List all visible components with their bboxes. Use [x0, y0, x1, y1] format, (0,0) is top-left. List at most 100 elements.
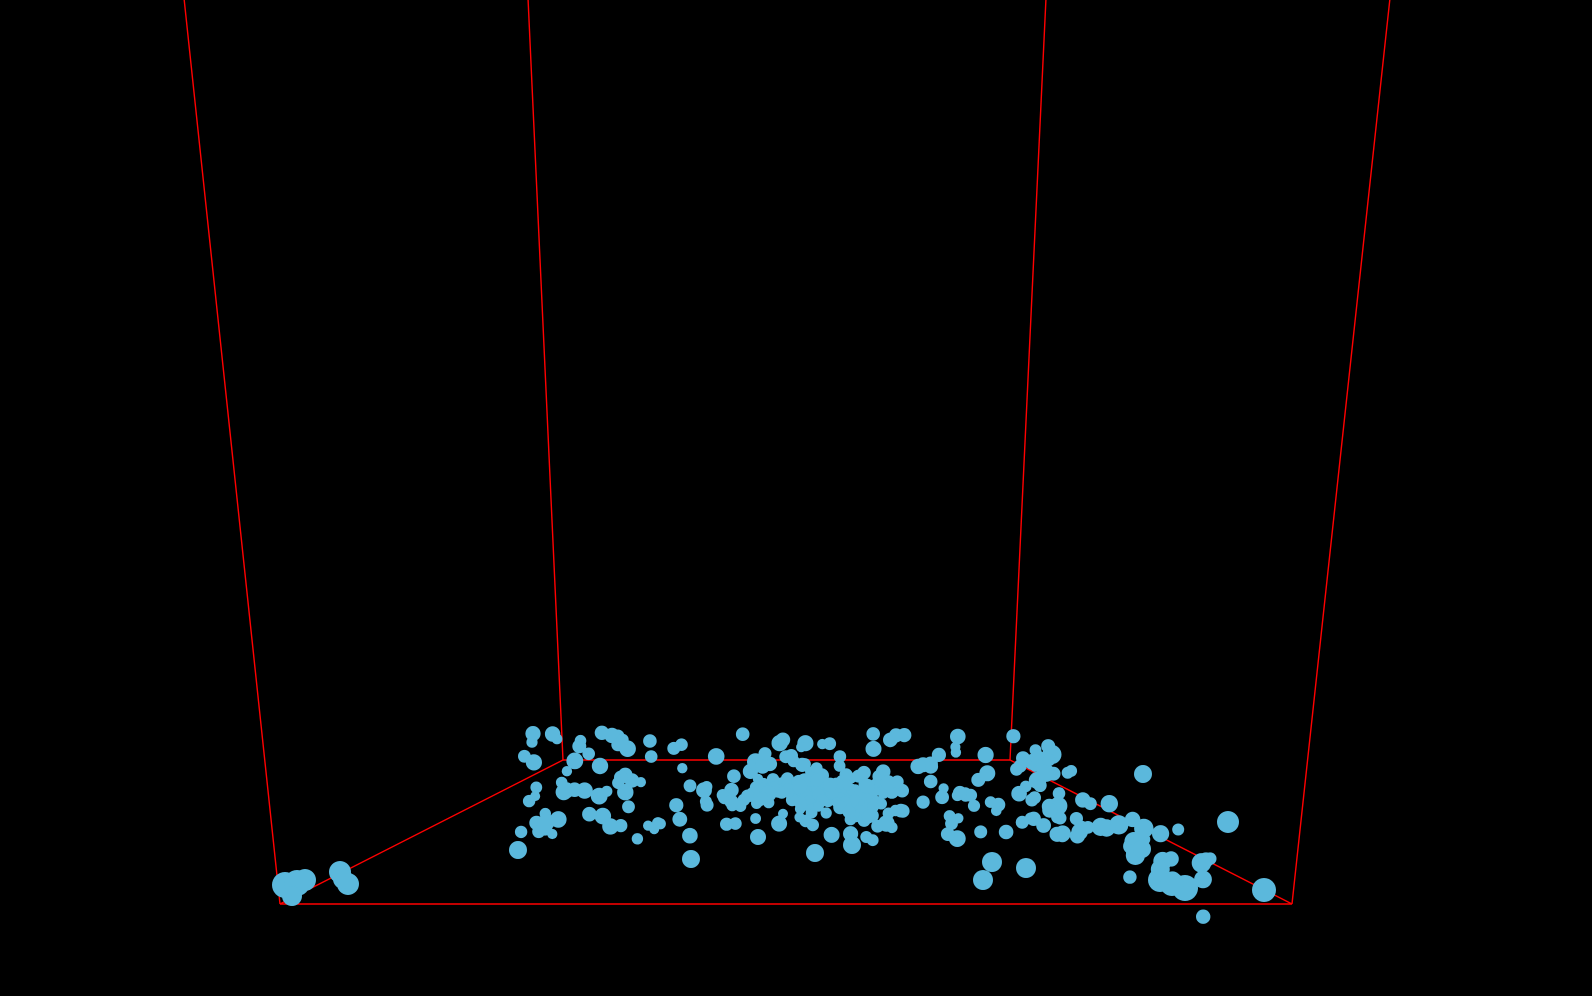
data-point	[635, 777, 647, 788]
data-point	[861, 809, 876, 824]
data-point	[890, 775, 904, 789]
data-point	[810, 762, 823, 775]
data-point	[857, 765, 871, 780]
data-point	[619, 740, 636, 757]
data-point	[624, 773, 640, 788]
data-point	[547, 828, 558, 840]
data-point	[514, 825, 528, 839]
edge-back-left	[527, 0, 564, 761]
data-point	[757, 791, 768, 803]
data-point	[833, 760, 846, 772]
data-point	[525, 726, 541, 742]
data-point	[675, 738, 688, 751]
data-point	[967, 799, 981, 812]
data-point	[724, 794, 739, 809]
data-point	[866, 727, 880, 741]
data-point	[561, 766, 573, 777]
edge-front-left	[183, 0, 281, 905]
data-point	[672, 811, 688, 827]
data-point	[1075, 792, 1091, 808]
data-point	[509, 841, 527, 859]
data-point	[518, 749, 531, 763]
data-point	[1015, 815, 1029, 829]
data-point	[823, 777, 838, 792]
data-point	[916, 795, 930, 809]
data-point	[1036, 763, 1055, 782]
data-point	[823, 826, 840, 843]
data-point	[1036, 818, 1051, 833]
data-point	[950, 728, 966, 745]
data-point	[796, 742, 807, 753]
data-point	[1133, 840, 1151, 858]
data-point	[1123, 870, 1137, 884]
data-point	[643, 734, 657, 748]
data-point	[727, 769, 741, 783]
data-point	[1049, 826, 1065, 842]
data-point	[530, 781, 543, 794]
data-point	[612, 776, 625, 790]
data-point	[682, 827, 698, 844]
data-point	[601, 785, 613, 797]
data-point	[952, 785, 967, 800]
data-point	[888, 728, 904, 743]
data-point	[1010, 762, 1023, 776]
data-point	[555, 784, 572, 801]
data-point	[833, 750, 847, 763]
data-point	[878, 815, 895, 832]
data-point	[977, 746, 994, 764]
data-point	[1134, 818, 1154, 839]
data-point	[282, 886, 302, 906]
data-point	[1252, 878, 1276, 902]
data-point	[572, 739, 587, 754]
data-point	[644, 750, 658, 763]
data-point	[735, 727, 750, 741]
data-point	[652, 817, 664, 830]
data-point	[940, 827, 955, 841]
point-cloud	[272, 725, 1276, 924]
data-point	[820, 807, 832, 819]
data-point	[696, 782, 712, 799]
data-point	[582, 806, 597, 822]
data-point	[631, 833, 644, 845]
edge-left-floor	[279, 759, 564, 905]
data-point	[839, 768, 853, 782]
data-point	[859, 778, 875, 794]
data-point	[537, 813, 555, 831]
bounding-box-edges	[183, 0, 1391, 905]
data-point	[792, 778, 808, 794]
data-point	[333, 869, 353, 889]
data-point	[1033, 778, 1047, 793]
data-point	[842, 780, 853, 791]
data-point	[813, 801, 824, 812]
data-point	[979, 765, 996, 782]
data-point	[544, 726, 561, 742]
data-point	[576, 782, 593, 799]
data-point	[784, 749, 798, 763]
data-point	[867, 801, 879, 813]
data-point	[849, 794, 860, 805]
data-point	[758, 747, 772, 761]
data-point	[1196, 909, 1211, 924]
edge-front-right	[1291, 0, 1391, 905]
edge-back-right	[1009, 0, 1047, 761]
data-point	[1065, 765, 1078, 777]
data-point	[974, 825, 988, 839]
data-point	[771, 815, 788, 832]
data-point	[750, 829, 766, 845]
data-point	[1097, 819, 1116, 837]
data-point	[682, 850, 700, 868]
data-point	[754, 758, 771, 774]
data-point	[950, 741, 961, 753]
data-point	[1052, 787, 1066, 800]
data-point	[1016, 858, 1036, 878]
data-point	[294, 869, 316, 891]
data-point	[982, 852, 1002, 872]
data-point	[991, 805, 1002, 817]
data-point	[669, 798, 684, 813]
data-point	[1100, 795, 1119, 813]
data-point	[1172, 823, 1185, 836]
data-point	[522, 794, 536, 808]
data-point	[677, 763, 688, 774]
